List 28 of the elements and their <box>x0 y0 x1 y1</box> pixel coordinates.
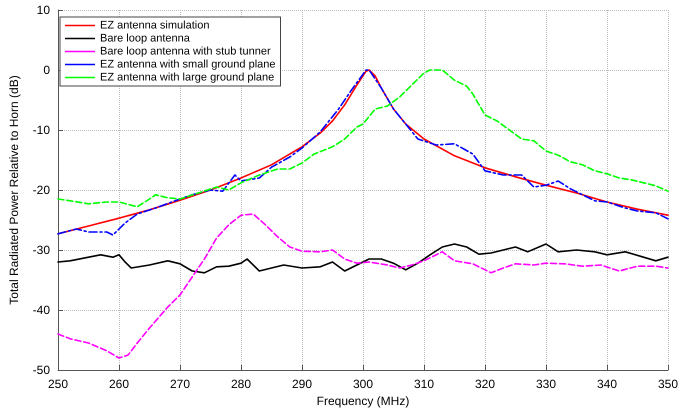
line-series <box>57 69 669 208</box>
x-tick-label: 270 <box>170 377 190 391</box>
x-axis-title: Frequency (MHz) <box>316 394 410 408</box>
x-tick-label: 260 <box>108 377 130 391</box>
legend-label: EZ antenna with small ground plane <box>100 58 276 70</box>
y-tick-label: -40 <box>32 303 50 317</box>
legend-label: Bare loop antenna <box>100 32 191 44</box>
x-tick-label: 250 <box>48 377 68 391</box>
line-series <box>57 243 669 274</box>
y-tick-label: 10 <box>36 3 50 17</box>
x-tick-label: 310 <box>414 377 434 391</box>
y-axis-title: Total Radiated Power Relative to Horn (dB) <box>7 75 21 305</box>
y-tick-label: -10 <box>32 123 50 137</box>
legend-label: Bare loop antenna with stub tunner <box>100 46 271 58</box>
line-series <box>57 213 669 359</box>
y-tick-label: -50 <box>32 363 50 377</box>
legend-label: EZ antenna simulation <box>100 20 210 32</box>
x-tick-label: 290 <box>292 377 312 391</box>
y-tick-label: -20 <box>32 183 50 197</box>
x-tick-label: 300 <box>352 377 374 391</box>
x-tick-label: 330 <box>536 377 556 391</box>
legend-label: EZ antenna with large ground plane <box>100 72 274 84</box>
x-tick-label: 340 <box>596 377 618 391</box>
x-tick-label: 280 <box>230 377 252 391</box>
y-tick-label: -30 <box>32 243 50 257</box>
y-tick-label: 0 <box>43 63 50 77</box>
x-tick-label: 320 <box>474 377 496 391</box>
x-tick-label: 350 <box>658 377 678 391</box>
